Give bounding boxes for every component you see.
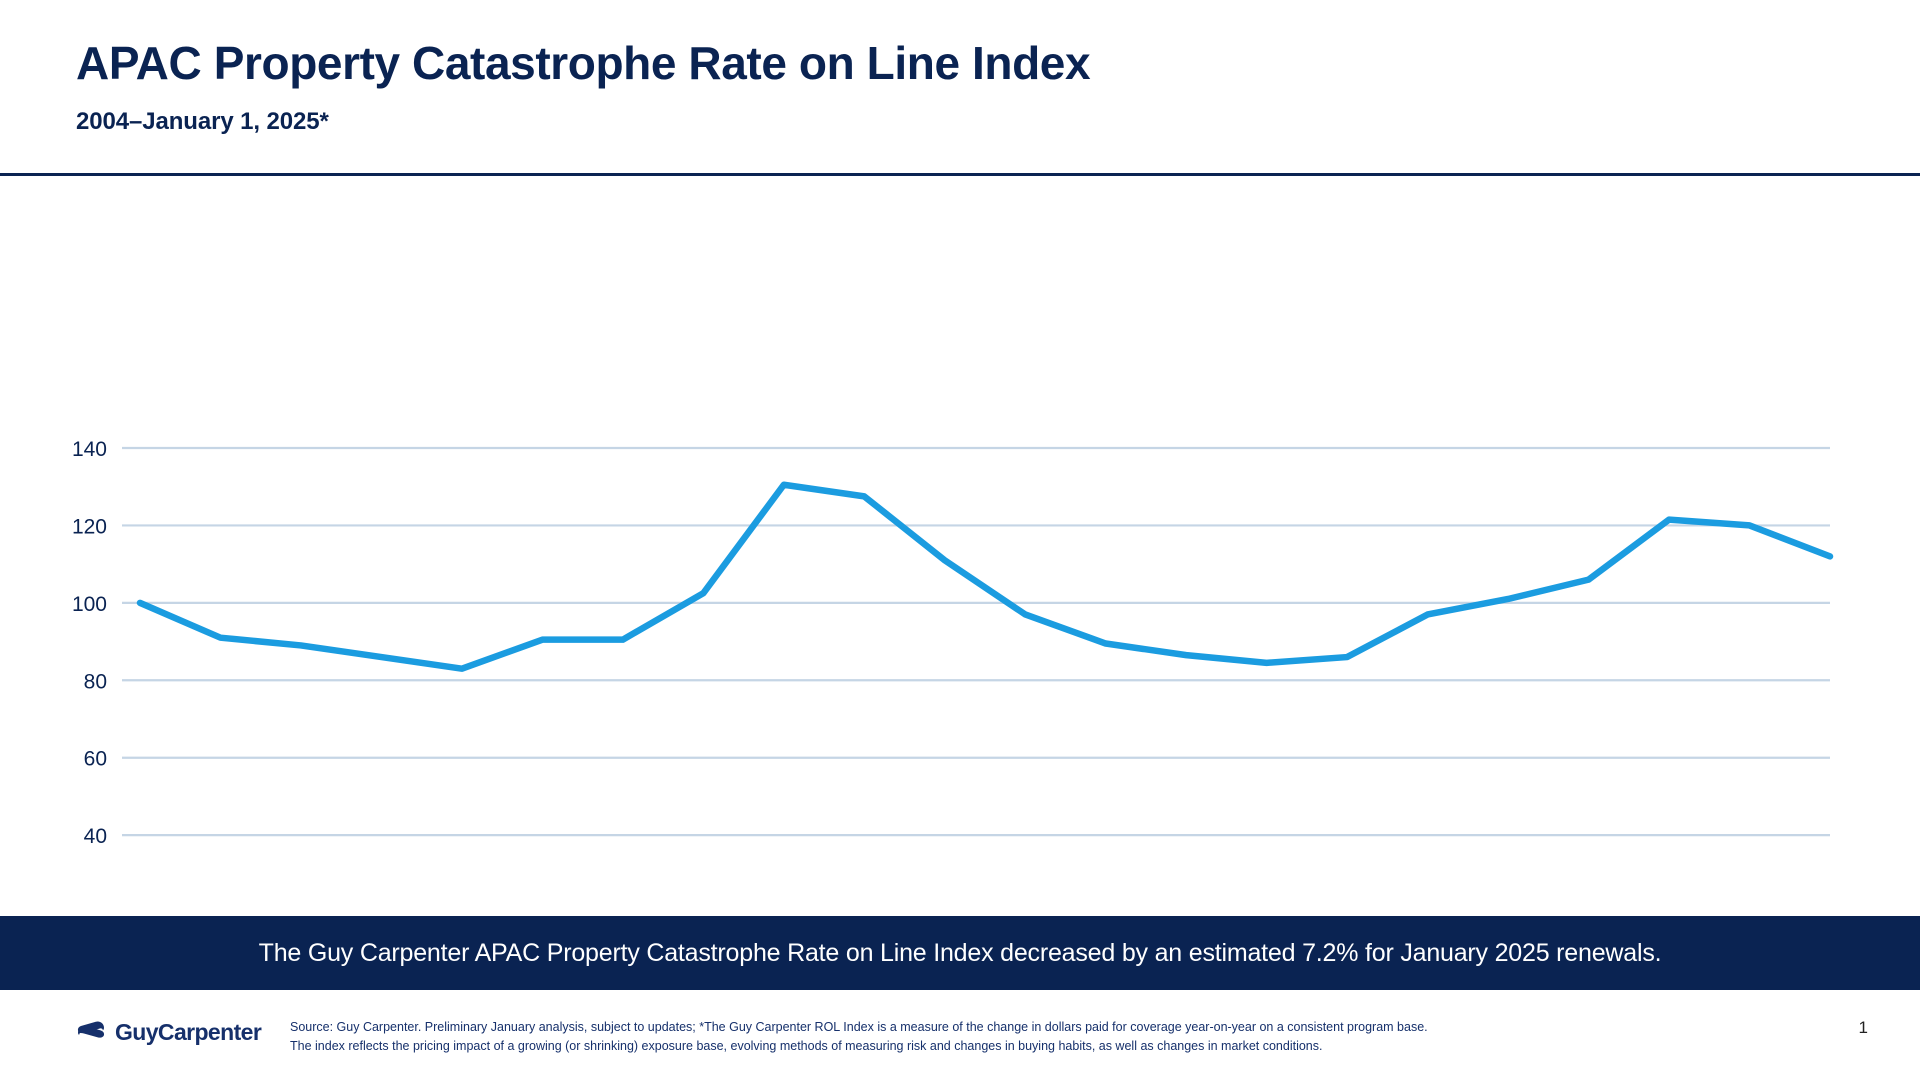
source-note: Source: Guy Carpenter. Preliminary Janua… <box>290 990 1540 1057</box>
index-series-polyline <box>136 481 1834 672</box>
index-series-line <box>136 481 1834 672</box>
brand-logo: GuyCarpenter <box>0 990 290 1046</box>
rate-on-line-index-line-chart: 020406080100120140 200420052006200720082… <box>72 438 1834 848</box>
y-tick-label-40: 40 <box>84 825 107 848</box>
slide-header: APAC Property Catastrophe Rate on Line I… <box>0 0 1920 136</box>
page-number: 1 <box>1858 1018 1868 1037</box>
y-tick-label-100: 100 <box>72 592 107 615</box>
key-message-banner: The Guy Carpenter APAC Property Catastro… <box>0 916 1920 990</box>
guy-carpenter-ribbon-icon <box>76 1021 106 1044</box>
source-note-line-1: Source: Guy Carpenter. Preliminary Janua… <box>290 1020 1428 1034</box>
page-subtitle: 2004–January 1, 2025* <box>76 107 329 135</box>
y-tick-label-80: 80 <box>84 670 107 693</box>
y-tick-label-120: 120 <box>72 515 107 538</box>
slide-footer: GuyCarpenter Source: Guy Carpenter. Prel… <box>0 990 1920 1080</box>
page-title: APAC Property Catastrophe Rate on Line I… <box>76 37 1091 89</box>
brand-logo-text: GuyCarpenter <box>115 1019 262 1045</box>
header-divider <box>0 172 1920 176</box>
y-tick-label-60: 60 <box>84 747 107 770</box>
y-axis-tick-labels: 020406080100120140 <box>72 438 107 848</box>
y-tick-label-140: 140 <box>72 438 107 461</box>
chart-container: 020406080100120140 200420052006200720082… <box>0 176 1920 876</box>
banner-text: The Guy Carpenter APAC Property Catastro… <box>258 938 1662 967</box>
chart-gridlines <box>122 446 1830 836</box>
source-note-line-2: The index reflects the pricing impact of… <box>290 1039 1323 1054</box>
